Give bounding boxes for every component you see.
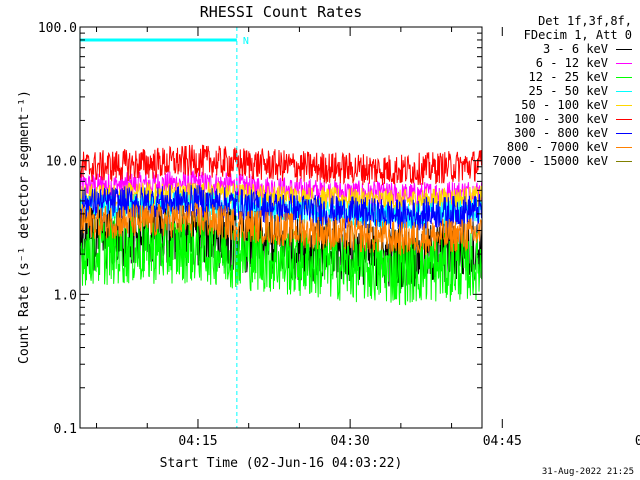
legend-entry: 3 - 6 keV <box>462 42 632 56</box>
y-tick-label: 100.0 <box>38 21 77 36</box>
series-800to7000keV-trace <box>79 202 483 256</box>
legend-header-line-2: FDecim 1, Att 0 <box>523 28 632 42</box>
plot-frame <box>79 26 483 429</box>
legend-label: 50 - 100 keV <box>521 98 608 112</box>
axes: 0.11.010.0100.004:1504:3004:4505:0005:15… <box>38 21 640 449</box>
x-tick-label: 04:30 <box>331 434 370 449</box>
x-tick-label: 04:15 <box>178 434 217 449</box>
y-tick-label: 0.1 <box>54 422 77 437</box>
series-100to300keV-trace <box>79 144 483 186</box>
legend-entry: 50 - 100 keV <box>462 98 632 112</box>
legend-swatch <box>616 62 632 64</box>
legend-label: 3 - 6 keV <box>542 42 608 56</box>
y-tick-label: 1.0 <box>54 288 77 303</box>
legend-entry: 25 - 50 keV <box>462 84 632 98</box>
legend-header: Det 1f,3f,8f, FDecim 1, Att 0 <box>462 14 632 42</box>
legend-swatch <box>616 90 632 92</box>
footer-date: 31-Aug-2022 21:25 <box>541 467 634 477</box>
legend-swatch <box>616 118 632 120</box>
night-label: N <box>243 36 249 47</box>
x-tick-label: 05:00 <box>635 434 640 449</box>
legend-swatch <box>616 132 632 134</box>
series-traces <box>79 144 483 306</box>
legend-label: 25 - 50 keV <box>528 84 608 98</box>
legend-swatch <box>616 160 632 162</box>
legend-label: 12 - 25 keV <box>528 70 608 84</box>
legend-swatch <box>616 76 632 78</box>
x-tick-label: 04:45 <box>483 434 522 449</box>
legend-entry: 100 - 300 keV <box>462 112 632 126</box>
legend-label: 300 - 800 keV <box>514 126 608 140</box>
legend-swatch <box>616 146 632 148</box>
y-tick-label: 10.0 <box>46 155 77 170</box>
legend-entry: 800 - 7000 keV <box>462 140 632 154</box>
legend-label: 800 - 7000 keV <box>506 140 608 154</box>
legend-swatch <box>616 48 632 50</box>
legend-label: 100 - 300 keV <box>514 112 608 126</box>
legend-entry: 300 - 800 keV <box>462 126 632 140</box>
legend-entry: 7000 - 15000 keV <box>462 154 632 168</box>
legend-label: 7000 - 15000 keV <box>492 154 608 168</box>
legend-label: 6 - 12 keV <box>535 56 608 70</box>
legend-entry: 12 - 25 keV <box>462 70 632 84</box>
x-axis-label: Start Time (02-Jun-16 04:03:22) <box>160 456 403 471</box>
legend-entry: 6 - 12 keV <box>462 56 632 70</box>
legend-header-line-1: Det 1f,3f,8f, <box>538 14 632 28</box>
legend: Det 1f,3f,8f, FDecim 1, Att 0 3 - 6 keV 6… <box>462 14 632 168</box>
legend-swatch <box>616 104 632 106</box>
y-axis-label: Count Rate (s⁻¹ detector segment⁻¹) <box>17 90 32 364</box>
legend-entries: 3 - 6 keV 6 - 12 keV 12 - 25 keV 25 - 50 ke… <box>462 42 632 168</box>
chart-title: RHESSI Count Rates <box>200 3 363 21</box>
